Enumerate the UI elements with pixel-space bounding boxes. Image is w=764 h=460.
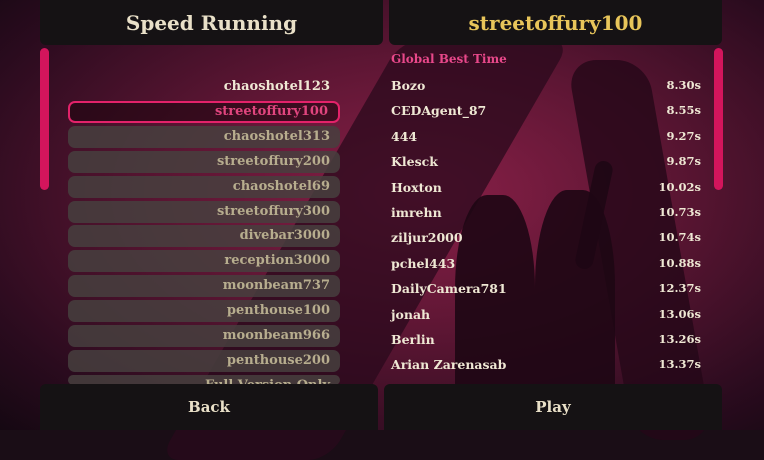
best-time: 13.06s	[658, 306, 702, 321]
player-name: pchel443	[391, 255, 456, 271]
leaderboard-row: 444 9.27s	[391, 129, 701, 144]
level-item[interactable]: streetoffury100	[68, 100, 340, 123]
player-name: 444	[391, 128, 418, 144]
player-name: ziljur2000	[391, 230, 463, 246]
level-item[interactable]: streetoffury200	[68, 150, 340, 173]
best-time: 10.73s	[658, 205, 702, 219]
level-item[interactable]: divebar3000	[68, 225, 340, 248]
level-list-scrollbar[interactable]	[40, 48, 49, 190]
leaderboard-row: imrehn 10.73s	[391, 205, 701, 220]
best-time: 9.27s	[666, 128, 701, 143]
leaderboard-row: jonah 13.06s	[391, 307, 701, 322]
best-time: 9.87s	[666, 154, 701, 169]
best-time: 10.88s	[658, 255, 702, 270]
leaderboard-row: Arian Zarenasab 13.37s	[391, 357, 701, 372]
leaderboard-row: DailyCamera781 12.37s	[391, 281, 701, 296]
player-name: Bozo	[391, 78, 426, 93]
leaderboard-row: ziljur2000 10.74s	[391, 230, 701, 245]
player-name: jonah	[391, 306, 431, 322]
level-item[interactable]: reception3000	[68, 250, 340, 273]
best-time: 13.37s	[658, 357, 702, 372]
player-name: Hoxton	[391, 179, 442, 195]
level-item[interactable]: streetoffury300	[68, 200, 340, 223]
level-item[interactable]: chaoshotel69	[68, 175, 340, 198]
panel-title-left: Speed Running	[40, 0, 383, 45]
level-item[interactable]: penthouse200	[68, 349, 340, 372]
best-time: 13.26s	[658, 332, 702, 346]
player-name: DailyCamera781	[391, 281, 507, 297]
player-name: Klesck	[391, 154, 438, 170]
player-name: imrehn	[391, 205, 442, 220]
leaderboard-row: CEDAgent_87 8.55s	[391, 103, 701, 118]
leaderboard-row: pchel443 10.88s	[391, 256, 701, 271]
leaderboard-heading: Global Best Time	[391, 52, 507, 66]
leaderboard-scrollbar[interactable]	[714, 48, 723, 190]
player-name: Arian Zarenasab	[391, 357, 507, 373]
leaderboard-row: Berlin 13.26s	[391, 332, 701, 347]
best-time: 10.74s	[658, 230, 702, 245]
leaderboard-row: Hoxton 10.02s	[391, 180, 701, 195]
best-time: 8.30s	[666, 78, 701, 92]
level-item[interactable]: penthouse100	[68, 300, 340, 323]
player-name: CEDAgent_87	[391, 103, 487, 119]
level-item[interactable]: Full Version Only	[68, 374, 340, 385]
play-button[interactable]: Play	[384, 384, 722, 430]
best-time: 8.55s	[666, 103, 701, 118]
leaderboard-row: Bozo 8.30s	[391, 78, 701, 93]
level-item[interactable]: chaoshotel123	[223, 79, 330, 94]
panel-title-right: streetoffury100	[389, 0, 722, 45]
level-item[interactable]: moonbeam966	[68, 325, 340, 347]
best-time: 12.37s	[658, 281, 702, 296]
level-item[interactable]: moonbeam737	[68, 275, 340, 298]
best-time: 10.02s	[658, 179, 702, 194]
level-item[interactable]: chaoshotel313	[68, 125, 340, 148]
back-button[interactable]: Back	[40, 384, 378, 430]
player-name: Berlin	[391, 332, 435, 347]
leaderboard-row: Klesck 9.87s	[391, 154, 701, 169]
